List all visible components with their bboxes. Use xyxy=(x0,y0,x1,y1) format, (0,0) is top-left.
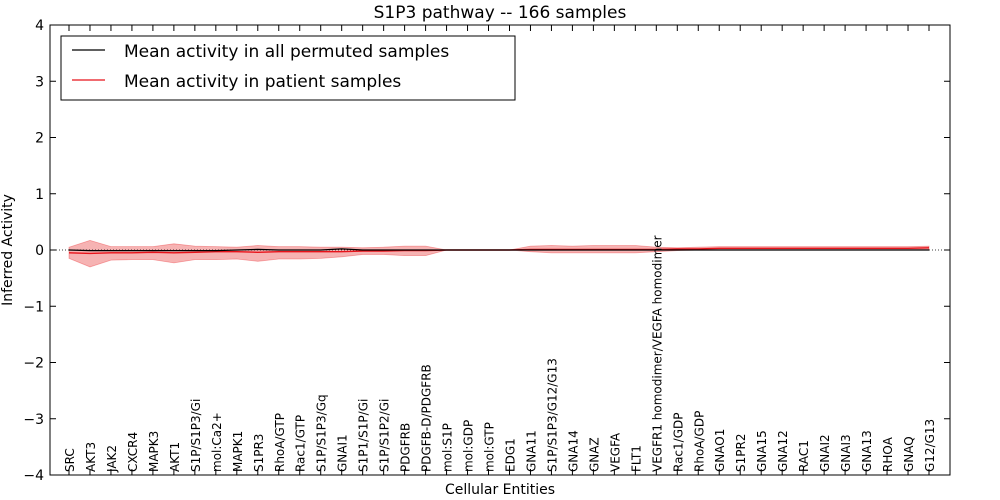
x-tick-label: AKT1 xyxy=(168,442,182,472)
x-tick-label: CXCR4 xyxy=(126,432,140,472)
y-tick-label: 2 xyxy=(35,131,44,147)
legend-label-permuted: Mean activity in all permuted samples xyxy=(124,42,449,62)
x-tick-label: RAC1 xyxy=(797,440,811,472)
x-tick-label: GNAZ xyxy=(587,437,601,472)
x-tick-label: Rac1/GDP xyxy=(671,413,685,472)
y-axis-label: Inferred Activity xyxy=(0,194,16,306)
legend: Mean activity in all permuted samples Me… xyxy=(60,35,516,101)
x-tick-label: GNAI2 xyxy=(818,434,832,472)
x-tick-label: GNA11 xyxy=(524,430,538,472)
x-tick-label: RHOA xyxy=(881,436,895,472)
y-tick-label: −2 xyxy=(23,356,44,372)
y-tick-label: 4 xyxy=(35,18,44,34)
x-tick-label: mol:GDP xyxy=(462,420,476,472)
x-tick-label: GNA15 xyxy=(755,430,769,472)
x-tick-label: S1P/S1P3/Gi xyxy=(189,399,203,472)
y-tick-label: 3 xyxy=(35,74,44,90)
x-tick-label: Rac1/GTP xyxy=(294,415,308,472)
x-tick-label: mol:GTP xyxy=(483,422,497,472)
x-tick-label: MAPK3 xyxy=(147,431,161,472)
x-tick-label: GNAI1 xyxy=(336,434,350,472)
x-tick-label: RhoA/GTP xyxy=(273,413,287,472)
x-tick-label: VEGFR1 homodimer/VEGFA homodimer xyxy=(650,235,664,472)
x-tick-label: GNA13 xyxy=(860,430,874,472)
x-tick-label: VEGFA xyxy=(608,432,622,472)
x-tick-label: GNA14 xyxy=(566,430,580,472)
x-tick-label: S1PR3 xyxy=(252,434,266,472)
x-tick-label: GNA12 xyxy=(776,430,790,472)
x-tick-label: RhoA/GDP xyxy=(692,411,706,472)
legend-label-patient: Mean activity in patient samples xyxy=(124,72,401,92)
x-tick-label: AKT3 xyxy=(84,442,98,472)
x-tick-label: GNAI3 xyxy=(839,434,853,472)
x-tick-label: S1P/S1P3/G12/G13 xyxy=(545,358,559,472)
chart-title: S1P3 pathway -- 166 samples xyxy=(374,3,627,23)
x-tick-label: SRC xyxy=(63,448,77,472)
y-tick-label: −3 xyxy=(23,412,44,428)
x-tick-label: G12/G13 xyxy=(923,419,937,472)
x-tick-label: GNAO1 xyxy=(713,429,727,472)
x-tick-label: JAK2 xyxy=(105,445,119,473)
x-tick-label: FLT1 xyxy=(629,445,643,472)
x-tick-label: EDG1 xyxy=(503,438,517,472)
y-tick-label: −4 xyxy=(23,468,44,484)
y-tick-label: 0 xyxy=(35,243,44,259)
x-tick-label: GNAQ xyxy=(902,436,916,472)
x-tick-label: S1P/S1P3/Gq xyxy=(315,394,329,472)
plot-frame xyxy=(49,24,951,476)
x-tick-label: MAPK1 xyxy=(231,431,245,472)
y-tick-label: −1 xyxy=(23,299,44,315)
x-tick-label: mol:S1P xyxy=(441,423,455,472)
x-axis-label: Cellular Entities xyxy=(445,482,555,498)
x-tick-label: mol:Ca2+ xyxy=(210,412,224,472)
x-tick-label: S1PR2 xyxy=(734,434,748,472)
confidence-band xyxy=(68,239,930,268)
y-tick-label: 1 xyxy=(35,187,44,203)
x-tick-label: PDGFRB xyxy=(399,423,413,472)
x-tick-label: PDGFB-D/PDGFRB xyxy=(420,364,434,472)
x-tick-label: S1P1/S1P/Gi xyxy=(357,399,371,472)
x-tick-label: S1P/S1P2/Gi xyxy=(378,399,392,472)
